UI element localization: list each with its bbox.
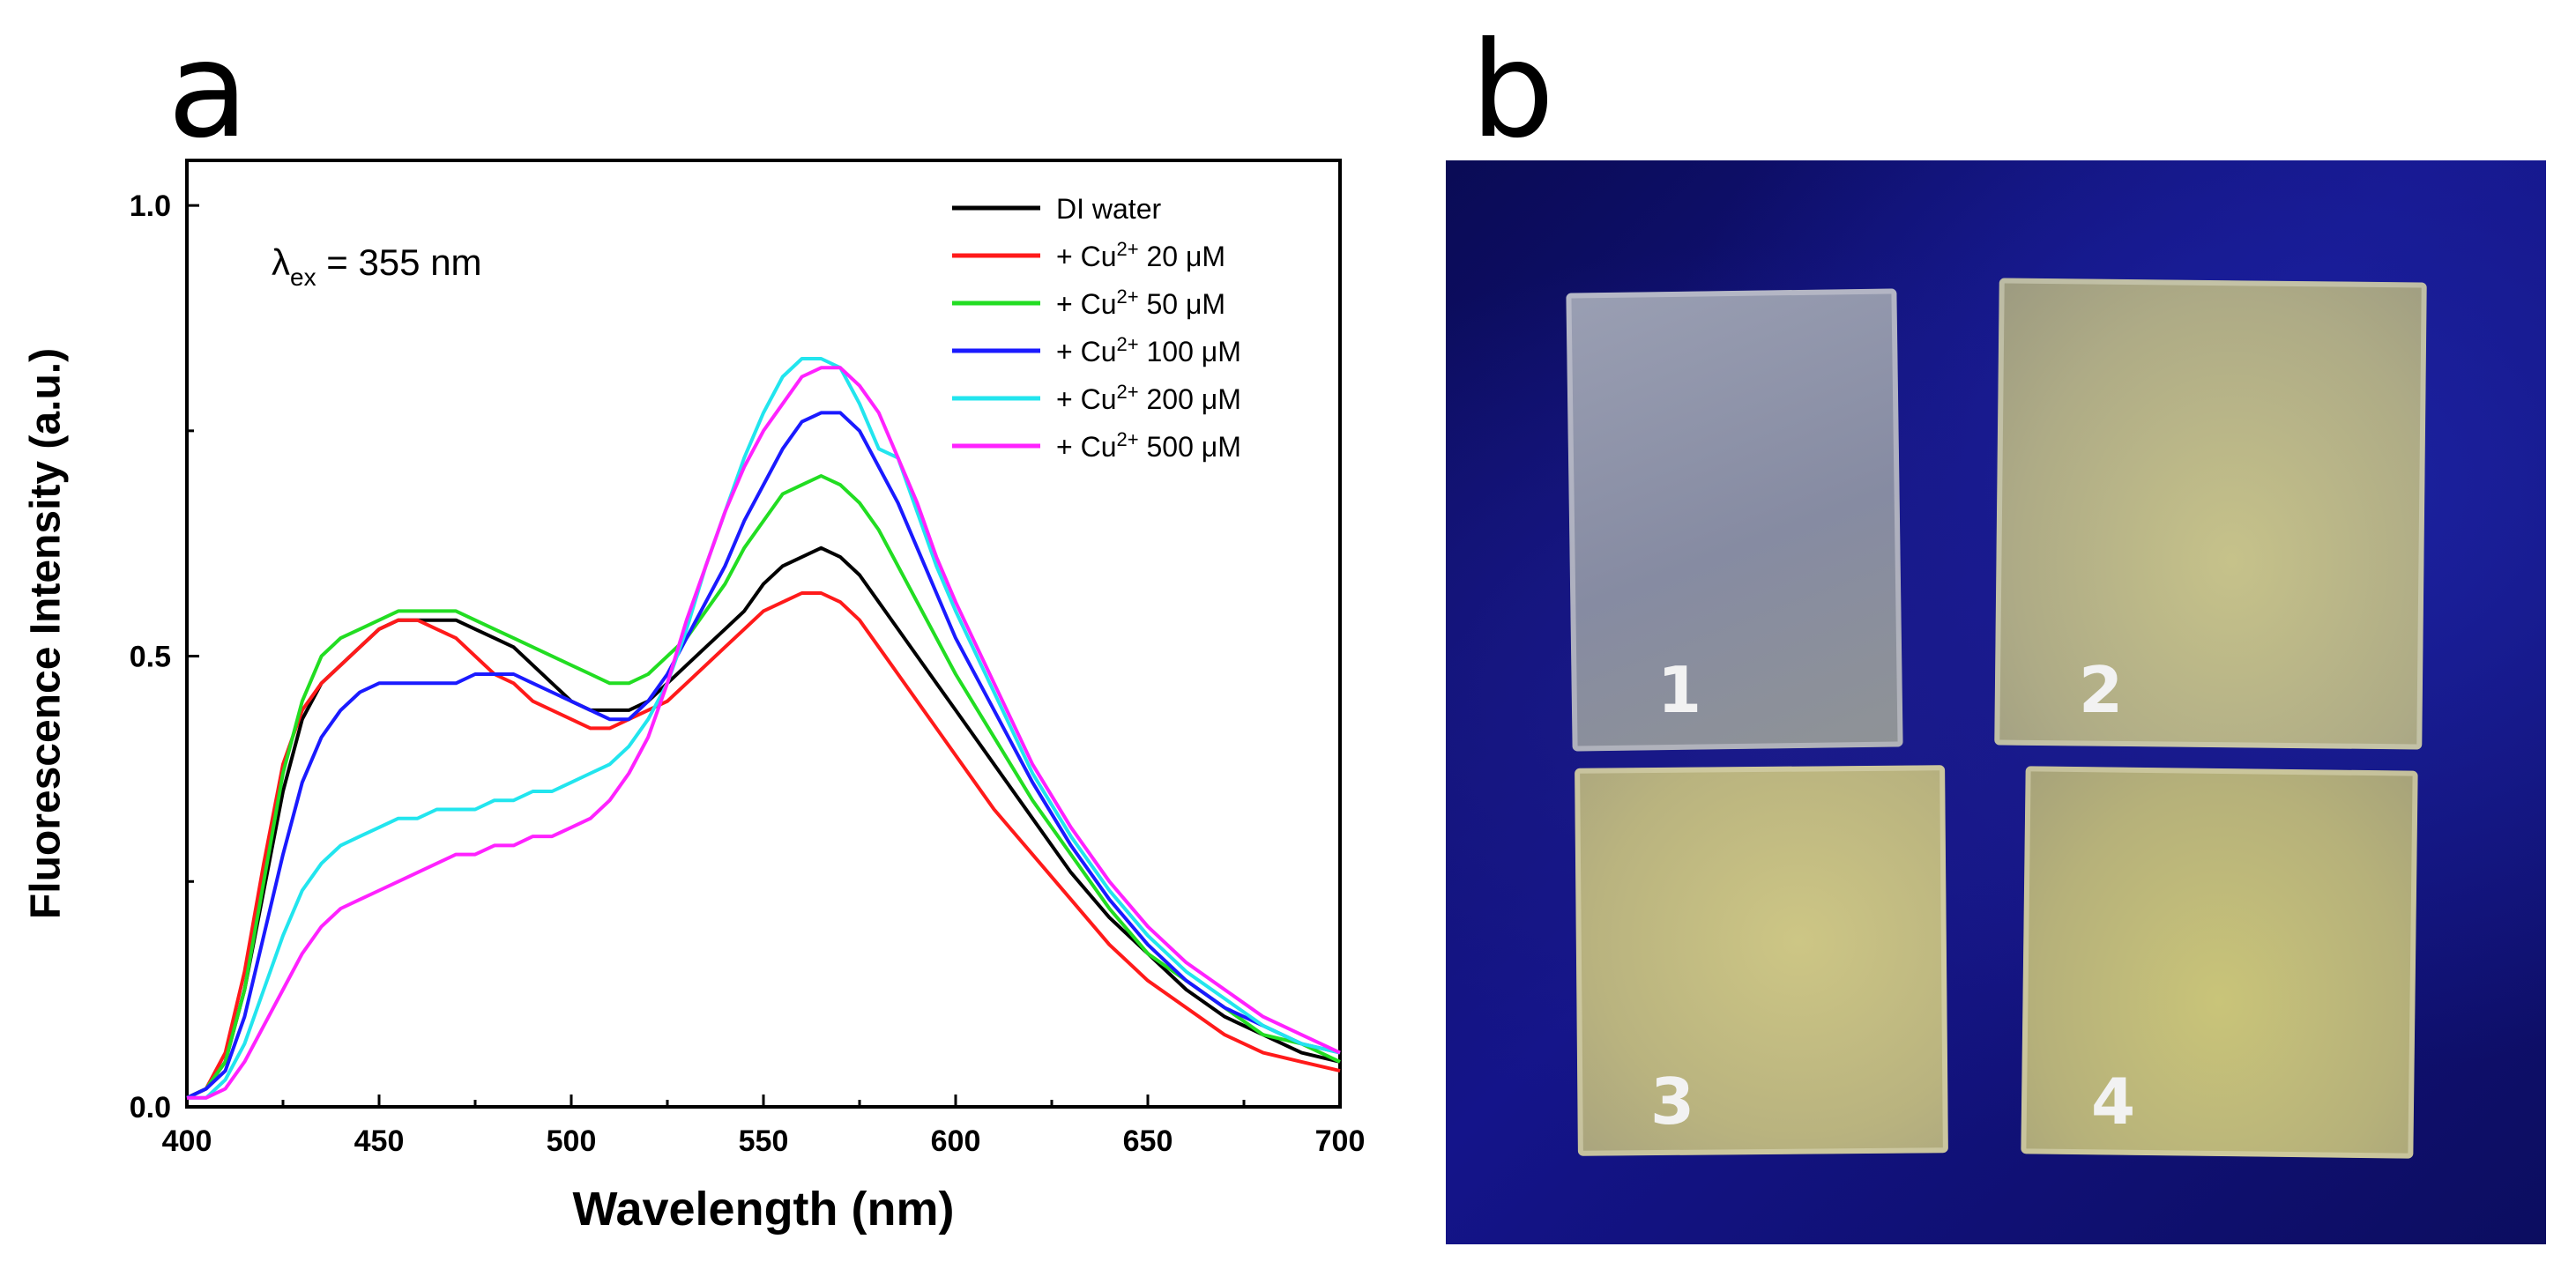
legend-label-2: + Cu2+ 20 μM xyxy=(1056,238,1225,272)
x-axis-label: Wavelength (nm) xyxy=(572,1183,954,1236)
legend-label-6: + Cu2+ 500 μM xyxy=(1056,428,1241,463)
x-tick-label: 450 xyxy=(354,1124,405,1158)
series-line-2 xyxy=(186,591,1341,1100)
film-photo: 1 2 3 4 xyxy=(1446,160,2546,1244)
x-tick-label: 500 xyxy=(547,1124,597,1158)
y-tick-label: 0.5 xyxy=(130,641,171,674)
x-tick-label: 550 xyxy=(739,1124,789,1158)
film-label-2: 2 xyxy=(2079,653,2124,727)
legend-label-4: + Cu2+ 100 μM xyxy=(1056,333,1241,367)
legend-label-3: + Cu2+ 50 μM xyxy=(1056,286,1225,320)
y-axis-label: Fluorescence Intensity (a.u.) xyxy=(23,348,70,919)
x-tick-label: 400 xyxy=(162,1124,212,1158)
film-sample-1 xyxy=(1566,288,1903,752)
film-sample-4 xyxy=(2021,766,2418,1159)
excitation-annotation: λex = 355 nm xyxy=(272,241,482,291)
legend-label-5: + Cu2+ 200 μM xyxy=(1056,381,1241,415)
x-tick-label: 650 xyxy=(1123,1124,1173,1158)
panel-letter-b: b xyxy=(1470,14,1555,167)
series-line-3 xyxy=(186,474,1341,1100)
film-label-4: 4 xyxy=(2091,1065,2136,1139)
fluorescence-chart: 400 450 500 550 600 650 700 0.0 0.5 1.0 Wavelength… xyxy=(23,159,1366,1236)
y-tick-label: 0.0 xyxy=(130,1091,171,1124)
x-tick-label: 700 xyxy=(1315,1124,1366,1158)
y-tick-label: 1.0 xyxy=(130,189,171,223)
series-line-5 xyxy=(187,357,1341,1100)
film-sample-2 xyxy=(1994,278,2427,750)
series-line-6 xyxy=(187,366,1341,1100)
film-sample-3 xyxy=(1575,765,1948,1156)
film-label-3: 3 xyxy=(1650,1065,1695,1139)
panel-letter-a: a xyxy=(168,14,249,167)
legend-label-1: DI water xyxy=(1056,193,1161,225)
film-label-1: 1 xyxy=(1657,653,1702,727)
series-line-4 xyxy=(186,411,1341,1100)
x-tick-label: 600 xyxy=(931,1124,981,1158)
